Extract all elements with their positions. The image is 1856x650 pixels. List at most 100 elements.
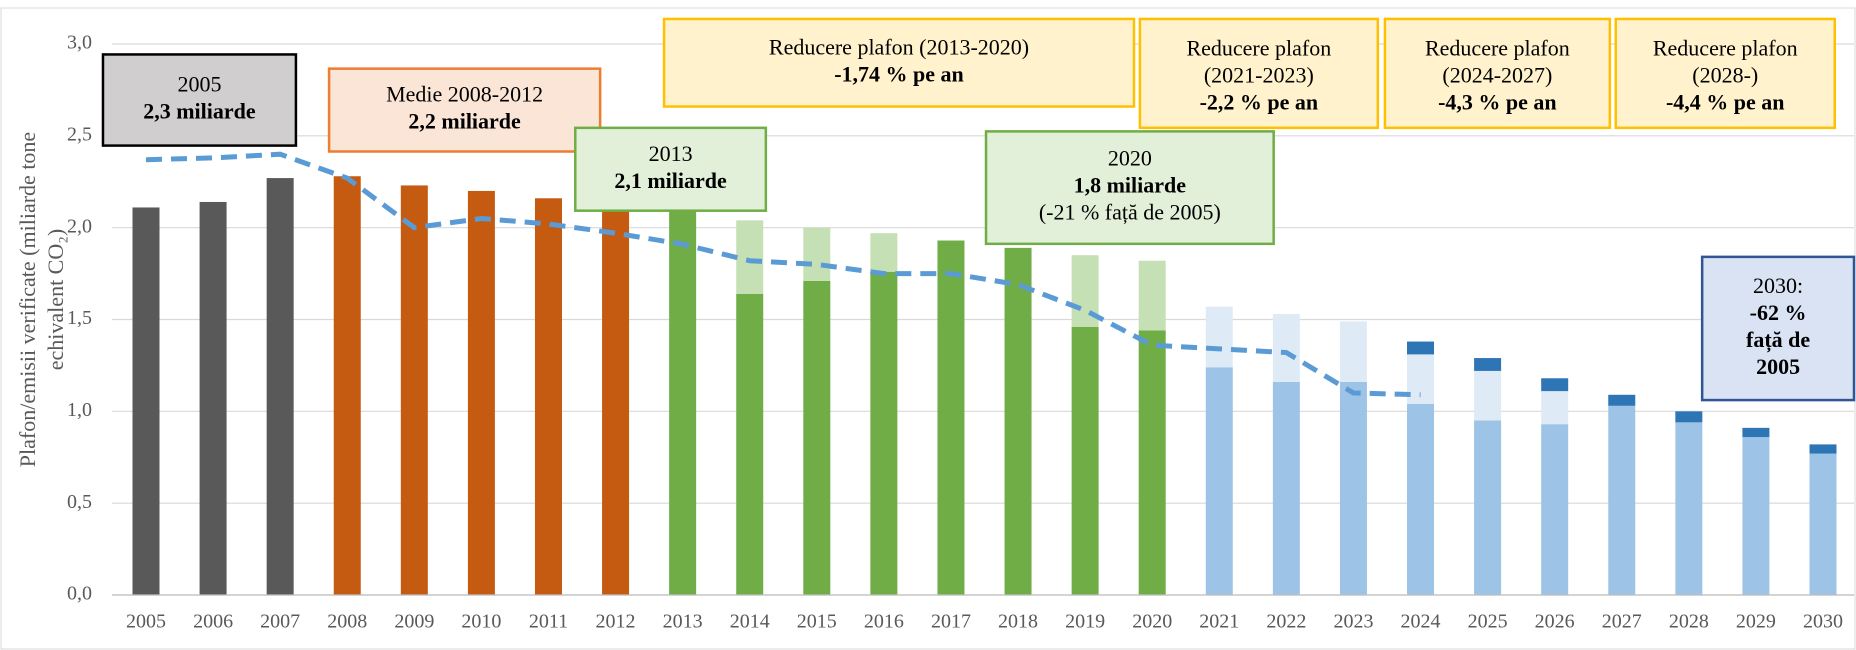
annotation-text: -2,2 % pe an <box>1200 89 1319 114</box>
bar-segment <box>534 198 562 595</box>
bar-segment <box>1138 330 1166 595</box>
bar-segment <box>937 240 965 596</box>
bar-segment <box>1742 427 1770 438</box>
x-tick-label: 2013 <box>663 611 703 633</box>
annotation-text: 2,2 miliarde <box>408 109 521 134</box>
bar-segment <box>1205 306 1233 368</box>
bar-segment <box>1004 247 1032 595</box>
bar-segment <box>1407 341 1435 355</box>
annotation-text: Reducere plafon <box>1653 35 1798 60</box>
bar-segment <box>1138 260 1166 331</box>
x-tick-label: 2015 <box>797 611 837 633</box>
x-tick-label: 2030 <box>1803 611 1843 633</box>
bar-segment <box>1474 420 1502 595</box>
annotation: Reducere plafon(2021-2023)-2,2 % pe an <box>1138 17 1380 130</box>
x-tick-label: 2012 <box>596 611 636 633</box>
x-tick-label: 2023 <box>1333 611 1373 633</box>
x-tick-label: 2007 <box>260 611 300 633</box>
bar-segment <box>1339 321 1367 382</box>
x-tick-label: 2018 <box>998 611 1038 633</box>
annotation-text: față de <box>1746 327 1810 353</box>
emissions-line <box>145 151 1421 398</box>
annotation-text: 2005 <box>1756 354 1800 379</box>
bar-segment <box>1474 370 1502 421</box>
bar-segment <box>333 176 361 596</box>
bar-segment <box>1675 422 1703 595</box>
y-axis-label: Plafon/emisii verificate (miliarde tone e… <box>15 132 68 467</box>
bar-segment <box>1541 424 1569 595</box>
annotation-box <box>1138 17 1380 130</box>
bar-segment <box>1205 367 1233 595</box>
x-tick-label: 2008 <box>327 611 367 633</box>
x-tick-label: 2010 <box>461 611 501 633</box>
annotation-text: Reducere plafon (2013-2020) <box>769 34 1029 59</box>
bar-segment <box>1742 437 1770 595</box>
y-tick-label: 0,5 <box>67 491 92 513</box>
x-tick-label: 2009 <box>394 611 434 633</box>
y-tick-label: 0,0 <box>67 583 92 605</box>
bar-segment <box>132 207 160 596</box>
bar-segment <box>1809 453 1837 595</box>
annotation: Reducere plafon (2013-2020)-1,74 % pe an <box>662 17 1136 108</box>
annotation-text: (2021-2023) <box>1204 62 1314 87</box>
annotation-box <box>574 126 768 212</box>
annotation-text: 1,8 miliarde <box>1074 173 1187 198</box>
annotation-text: Reducere plafon <box>1186 35 1331 60</box>
bar-segment <box>1809 444 1837 454</box>
annotation-text: (2028-) <box>1692 62 1758 87</box>
bar-segment <box>870 233 898 272</box>
bar-segment <box>803 227 831 281</box>
bar-segment <box>1272 313 1300 382</box>
bar-segment <box>736 220 764 294</box>
bar-segment <box>1608 405 1636 595</box>
y-tick-label: 2,0 <box>67 215 92 237</box>
annotation-text: (2024-2027) <box>1442 62 1552 87</box>
x-tick-label: 2025 <box>1468 611 1508 633</box>
annotation-text: (-21 % față de 2005) <box>1039 200 1221 225</box>
bar-segment <box>199 201 227 595</box>
x-tick-label: 2021 <box>1199 611 1239 633</box>
x-tick-label: 2011 <box>529 611 568 633</box>
annotation-box <box>662 17 1136 108</box>
annotation-text: 2,1 miliarde <box>614 168 727 193</box>
x-tick-label: 2016 <box>864 611 904 633</box>
annotation-box <box>1614 17 1836 130</box>
bar-segment <box>1474 358 1502 371</box>
bar-segment <box>400 185 428 595</box>
annotation-box <box>1383 17 1612 130</box>
bar-segment <box>1608 394 1636 406</box>
bar-segment <box>1339 381 1367 595</box>
annotation-text: 2,3 miliarde <box>143 99 256 124</box>
bar-segment <box>870 271 898 595</box>
x-tick-label: 2027 <box>1602 611 1642 633</box>
bar-segment <box>602 207 630 596</box>
bar-segment <box>1541 378 1569 392</box>
annotation-text: 2013 <box>649 141 693 166</box>
annotation-text: 2030: <box>1753 273 1803 298</box>
x-tick-label: 2022 <box>1266 611 1306 633</box>
bar-segment <box>1272 381 1300 595</box>
annotation-box <box>984 130 1275 246</box>
x-tick-label: 2029 <box>1736 611 1776 633</box>
bar-segment <box>1675 411 1703 423</box>
y-axis-label-line: Plafon/emisii verificate (miliarde tone <box>15 132 40 467</box>
annotation-text: -4,4 % pe an <box>1666 89 1785 114</box>
annotation-text: Medie 2008-2012 <box>386 82 543 107</box>
annotation-text: 2005 <box>177 72 221 97</box>
bar-segment <box>1407 354 1435 404</box>
annotation: Reducere plafon(2028-)-4,4 % pe an <box>1614 17 1836 130</box>
bar-segment <box>803 280 831 595</box>
bar-segment <box>467 190 495 595</box>
x-tick-label: 2006 <box>193 611 233 633</box>
annotation-text: -1,74 % pe an <box>834 61 964 86</box>
y-tick-label: 1,0 <box>67 399 92 421</box>
x-tick-label: 2014 <box>730 611 770 633</box>
annotation-box <box>101 53 298 147</box>
bar-segment <box>736 293 764 595</box>
y-tick-label: 3,0 <box>67 32 92 54</box>
